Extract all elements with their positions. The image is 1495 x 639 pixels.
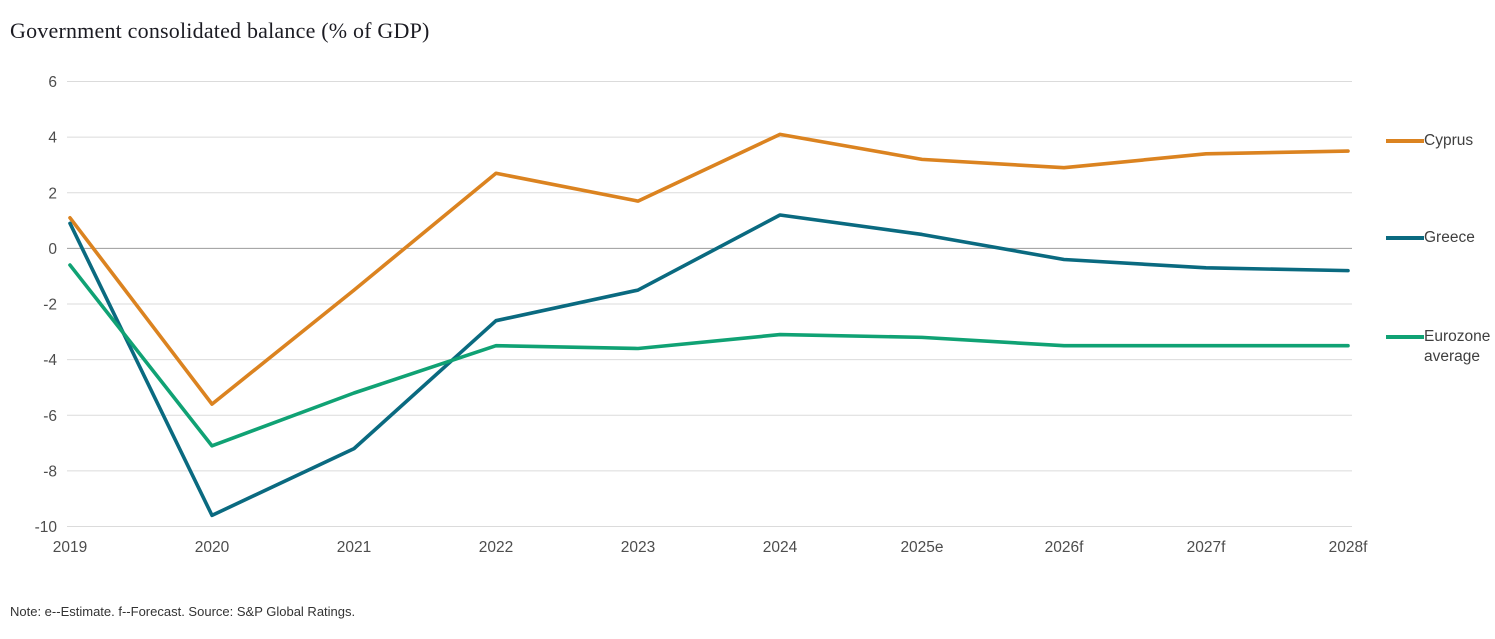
x-tick-label: 2022 [479,539,513,556]
cyprus-line-swatch [1386,139,1424,143]
y-tick-label: -6 [43,408,57,425]
x-tick-label: 2026f [1045,539,1084,556]
y-tick-label: -8 [43,463,57,480]
y-tick-label: -10 [35,519,58,536]
y-tick-label: 4 [48,130,57,147]
y-tick-label: -4 [43,352,57,369]
legend-label-greece: Greece [1424,229,1475,246]
legend-label-eurozone-average: Eurozone average [1424,328,1491,365]
chart-title: Government consolidated balance (% of GD… [10,18,430,43]
x-tick-label: 2020 [195,539,230,556]
legend-item-greece: Greece [1386,228,1495,248]
x-tick-label: 2021 [337,539,371,556]
greece-line-swatch [1386,236,1424,240]
y-tick-label: 6 [48,74,57,91]
y-tick-label: 2 [48,185,57,202]
legend-item-cyprus: Cyprus [1386,131,1495,151]
line-cyprus [68,132,1350,406]
eurozone-average-line-swatch [1386,335,1424,339]
chart-note: Note: e--Estimate. f--Forecast. Source: … [10,604,356,619]
x-tick-label: 2019 [53,539,87,556]
x-tick-label: 2023 [621,539,655,556]
x-tick-label: 2024 [763,539,798,556]
line-greece [68,213,1350,518]
legend-label-cyprus: Cyprus [1424,132,1474,149]
line-eurozone-average [68,263,1350,448]
x-tick-label: 2027f [1187,539,1226,556]
y-tick-label: -2 [43,297,57,314]
x-tick-label: 2028f [1329,539,1368,556]
x-tick-label: 2025e [900,539,943,556]
y-tick-label: 0 [48,241,57,258]
legend-item-eurozone-average: Eurozone average [1386,327,1495,367]
